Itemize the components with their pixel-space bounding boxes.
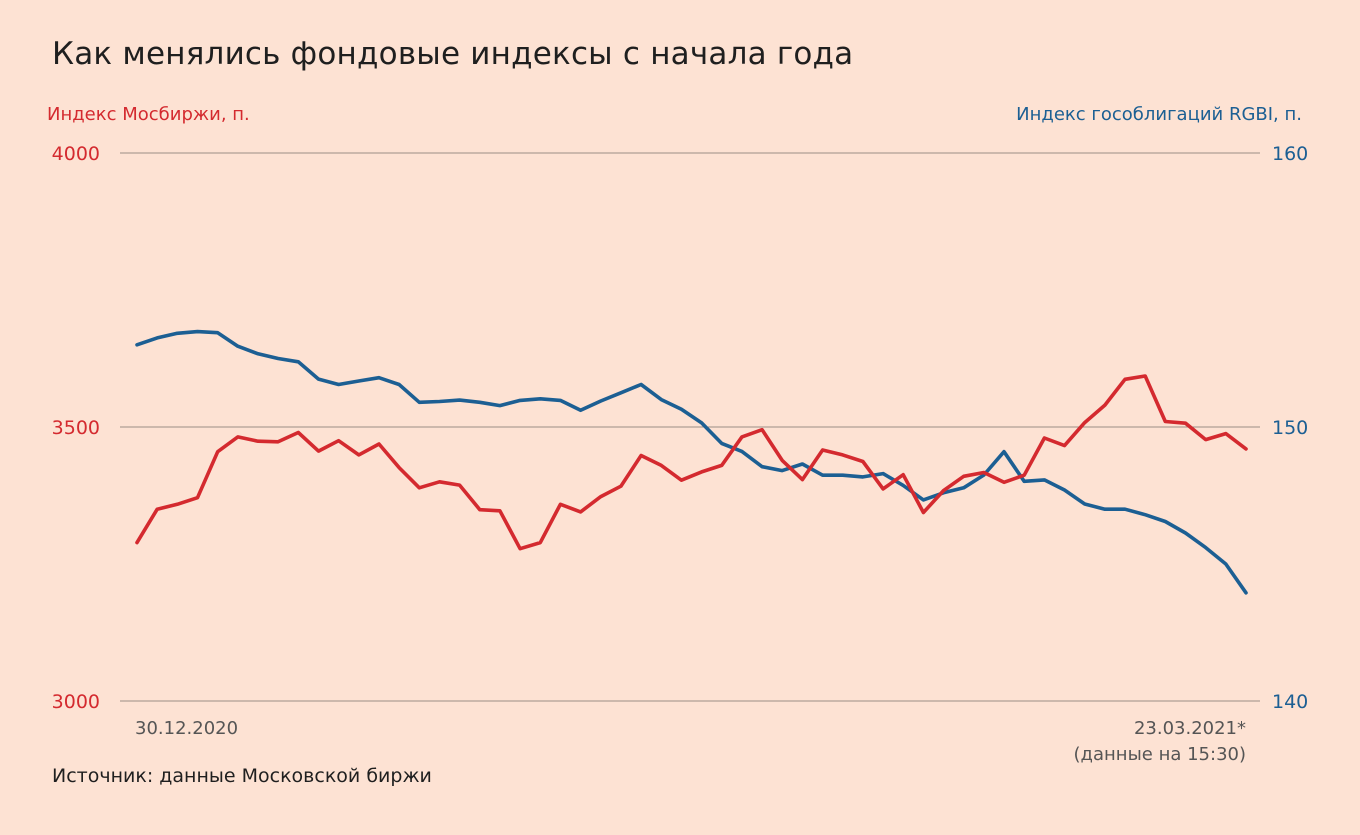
chart-title: Как менялись фондовые индексы с начала г… bbox=[52, 36, 854, 72]
left-tick-label-middle: 3500 bbox=[52, 417, 100, 439]
series-line-moex bbox=[135, 374, 1248, 551]
right-tick-label-bottom: 140 bbox=[1272, 691, 1308, 713]
right-tick-label-middle: 150 bbox=[1272, 417, 1308, 439]
grid-lines bbox=[120, 152, 1260, 702]
left-tick-label-top: 4000 bbox=[52, 143, 100, 165]
right-axis-title: Индекс гособлигаций RGBI, п. bbox=[1016, 104, 1302, 125]
x-label-end-note: (данные на 15:30) bbox=[1074, 744, 1246, 765]
source-note: Источник: данные Московской биржи bbox=[52, 765, 432, 787]
left-tick-label-bottom: 3000 bbox=[52, 691, 100, 713]
x-label-end: 23.03.2021* bbox=[1134, 718, 1246, 739]
x-label-start: 30.12.2020 bbox=[135, 718, 238, 739]
right-tick-label-top: 160 bbox=[1272, 143, 1308, 165]
series-line-rgbi bbox=[135, 329, 1248, 595]
left-axis-title: Индекс Мосбиржи, п. bbox=[47, 104, 250, 125]
